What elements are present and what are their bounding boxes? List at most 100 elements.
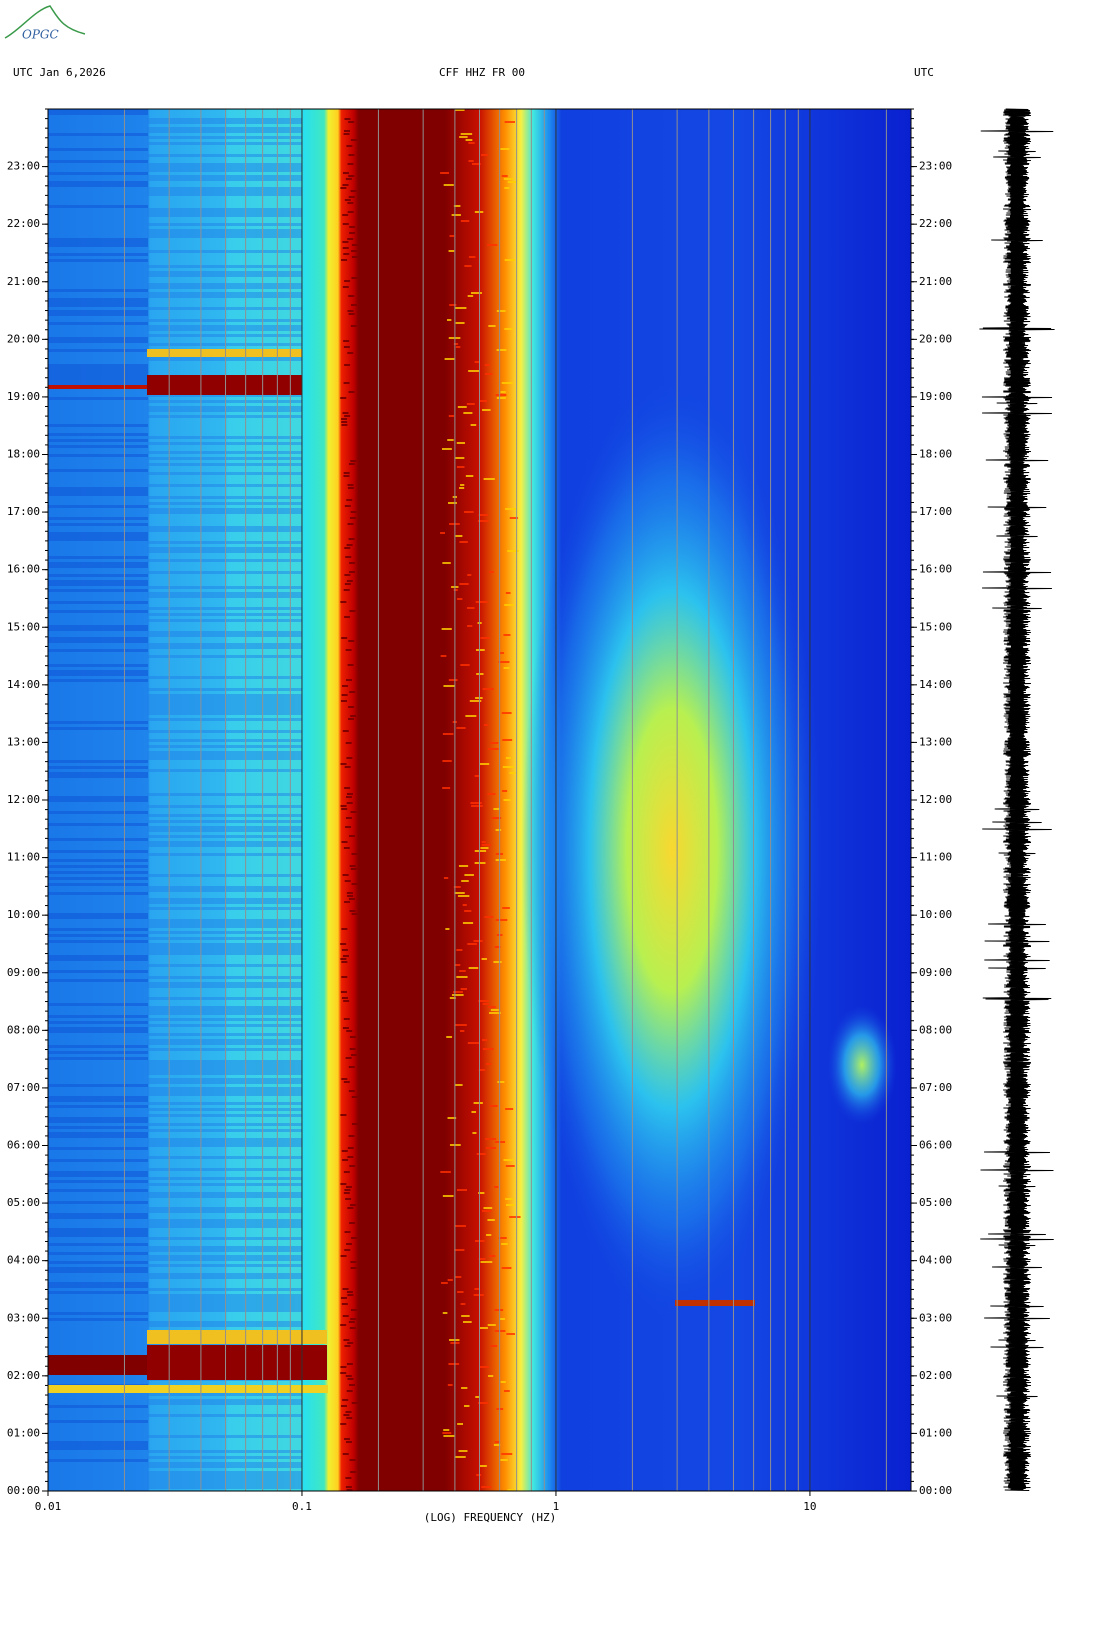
stripe: [443, 1429, 450, 1431]
stripe: [48, 934, 148, 937]
stripe: [147, 1402, 302, 1405]
stripe: [459, 136, 468, 138]
stripe: [461, 1387, 468, 1389]
stripe: [48, 454, 148, 457]
stripe: [472, 1132, 477, 1134]
stripe: [348, 313, 355, 315]
stripe: [48, 379, 148, 382]
stripe: [147, 271, 302, 274]
stripe: [476, 1474, 482, 1476]
stripe: [345, 1198, 352, 1200]
stripe: [48, 865, 148, 868]
stripe: [48, 1405, 148, 1408]
stripe: [147, 1093, 302, 1096]
stripe: [349, 562, 356, 564]
stripe: [503, 799, 511, 801]
stripe: [147, 358, 302, 361]
stripe: [480, 847, 489, 849]
stripe: [464, 874, 474, 876]
stripe: [496, 349, 507, 351]
stripe: [48, 382, 148, 385]
stripe: [348, 154, 355, 156]
stripe: [147, 976, 302, 979]
stripe: [509, 1216, 521, 1218]
stripe: [502, 739, 513, 741]
stripe: [509, 517, 519, 519]
stripe: [340, 805, 347, 807]
stripe: [346, 679, 353, 681]
stripe: [347, 484, 354, 486]
stripe: [348, 463, 355, 465]
stripe: [147, 937, 302, 940]
stripe: [448, 502, 457, 504]
stripe: [351, 1096, 358, 1098]
stripe: [147, 853, 302, 856]
stripe: [499, 652, 504, 654]
stripe: [48, 112, 148, 115]
stripes: [48, 109, 521, 1491]
stripe: [464, 910, 472, 912]
stripe: [147, 394, 302, 397]
stripe: [350, 190, 357, 192]
stripe: [479, 763, 490, 765]
stripe: [455, 1024, 467, 1026]
stripe: [473, 1102, 483, 1104]
stripe: [343, 1192, 350, 1194]
stripe: [147, 208, 302, 211]
stripe: [504, 328, 513, 330]
stripe: [343, 1018, 350, 1020]
stripe: [346, 1030, 353, 1032]
event: [147, 1330, 327, 1344]
stripe: [147, 307, 302, 310]
y-tick-label: 00:00: [919, 1484, 952, 1497]
stripe: [346, 1186, 353, 1188]
stripe: [147, 472, 302, 475]
stripe: [483, 1207, 493, 1209]
stripe: [147, 154, 302, 157]
stripe: [147, 1399, 302, 1402]
stripe: [48, 1444, 148, 1447]
stripe: [344, 616, 351, 618]
stripe: [147, 1123, 302, 1126]
stripe: [48, 871, 148, 874]
stripe: [48, 628, 148, 631]
stripe: [147, 286, 302, 289]
stripe: [343, 1339, 350, 1341]
stripe: [147, 1222, 302, 1225]
stripe: [342, 955, 349, 957]
stripe: [482, 688, 494, 690]
stripe: [478, 1258, 486, 1260]
stripe: [48, 373, 148, 376]
stripe: [147, 511, 302, 514]
stripe: [48, 1318, 148, 1321]
stripe: [48, 760, 148, 763]
stripe: [147, 400, 302, 403]
stripe: [347, 1147, 354, 1149]
stripe: [347, 664, 354, 666]
stripe: [342, 874, 349, 876]
stripe: [341, 961, 348, 963]
stripe: [447, 1279, 453, 1281]
stripe: [147, 901, 302, 904]
stripe: [446, 1036, 453, 1038]
stripe: [485, 1138, 496, 1140]
stripe: [48, 523, 148, 526]
stripe: [48, 424, 148, 427]
stripe: [350, 1471, 357, 1473]
stripe: [484, 916, 494, 918]
stripe: [147, 655, 302, 658]
stripe: [341, 808, 348, 810]
stripe: [48, 205, 148, 208]
stripe: [48, 1084, 148, 1087]
stripe: [147, 1102, 302, 1105]
stripe: [502, 790, 508, 792]
stripe: [478, 1000, 489, 1002]
stripe: [467, 943, 477, 945]
stripe: [473, 940, 483, 942]
stripe: [349, 571, 356, 573]
stripe: [340, 1324, 347, 1326]
stripe: [48, 673, 148, 676]
stripe: [465, 715, 477, 717]
stripe: [481, 958, 487, 960]
stripe: [501, 712, 512, 714]
